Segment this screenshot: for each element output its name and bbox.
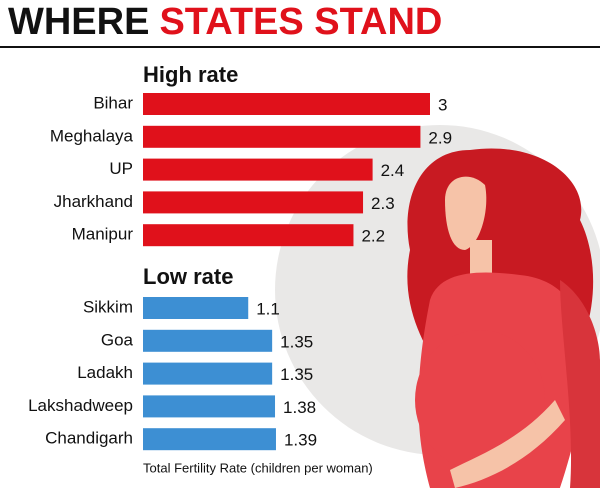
- value-label: 1.38: [283, 398, 316, 417]
- value-label: 2.9: [428, 128, 452, 147]
- bar: [143, 362, 273, 385]
- category-label: Goa: [101, 330, 134, 349]
- category-label: Chandigarh: [45, 429, 133, 448]
- bar: [143, 428, 276, 451]
- category-label: Manipur: [72, 225, 134, 244]
- bar: [143, 395, 276, 418]
- category-label: Jharkhand: [54, 192, 133, 211]
- value-label: 3: [438, 95, 447, 114]
- category-label: Lakshadweep: [28, 396, 133, 415]
- category-label: Meghalaya: [50, 126, 134, 145]
- category-label: Bihar: [93, 93, 133, 112]
- value-label: 2.4: [381, 161, 405, 180]
- value-label: 1.1: [256, 299, 280, 318]
- value-label: 2.2: [361, 227, 385, 246]
- group-title: High rate: [143, 62, 238, 87]
- value-label: 1.39: [284, 431, 317, 450]
- page-title: WHERE STATES STAND: [8, 1, 442, 43]
- category-label: Ladakh: [77, 363, 133, 382]
- category-label: Sikkim: [83, 297, 133, 316]
- bar: [143, 125, 421, 148]
- bar: [143, 297, 249, 319]
- bar: [143, 93, 430, 115]
- bar: [143, 224, 354, 247]
- bar: [143, 329, 273, 352]
- bar: [143, 191, 364, 214]
- x-axis-label: Total Fertility Rate (children per woman…: [143, 460, 373, 475]
- title-highlight: STATES STAND: [159, 1, 442, 43]
- value-label: 1.35: [280, 365, 313, 384]
- value-label: 2.3: [371, 194, 395, 213]
- bar: [143, 158, 373, 181]
- title-lead: WHERE: [8, 1, 149, 43]
- category-label: UP: [109, 159, 133, 178]
- group-title: Low rate: [143, 264, 233, 289]
- value-label: 1.35: [280, 332, 313, 351]
